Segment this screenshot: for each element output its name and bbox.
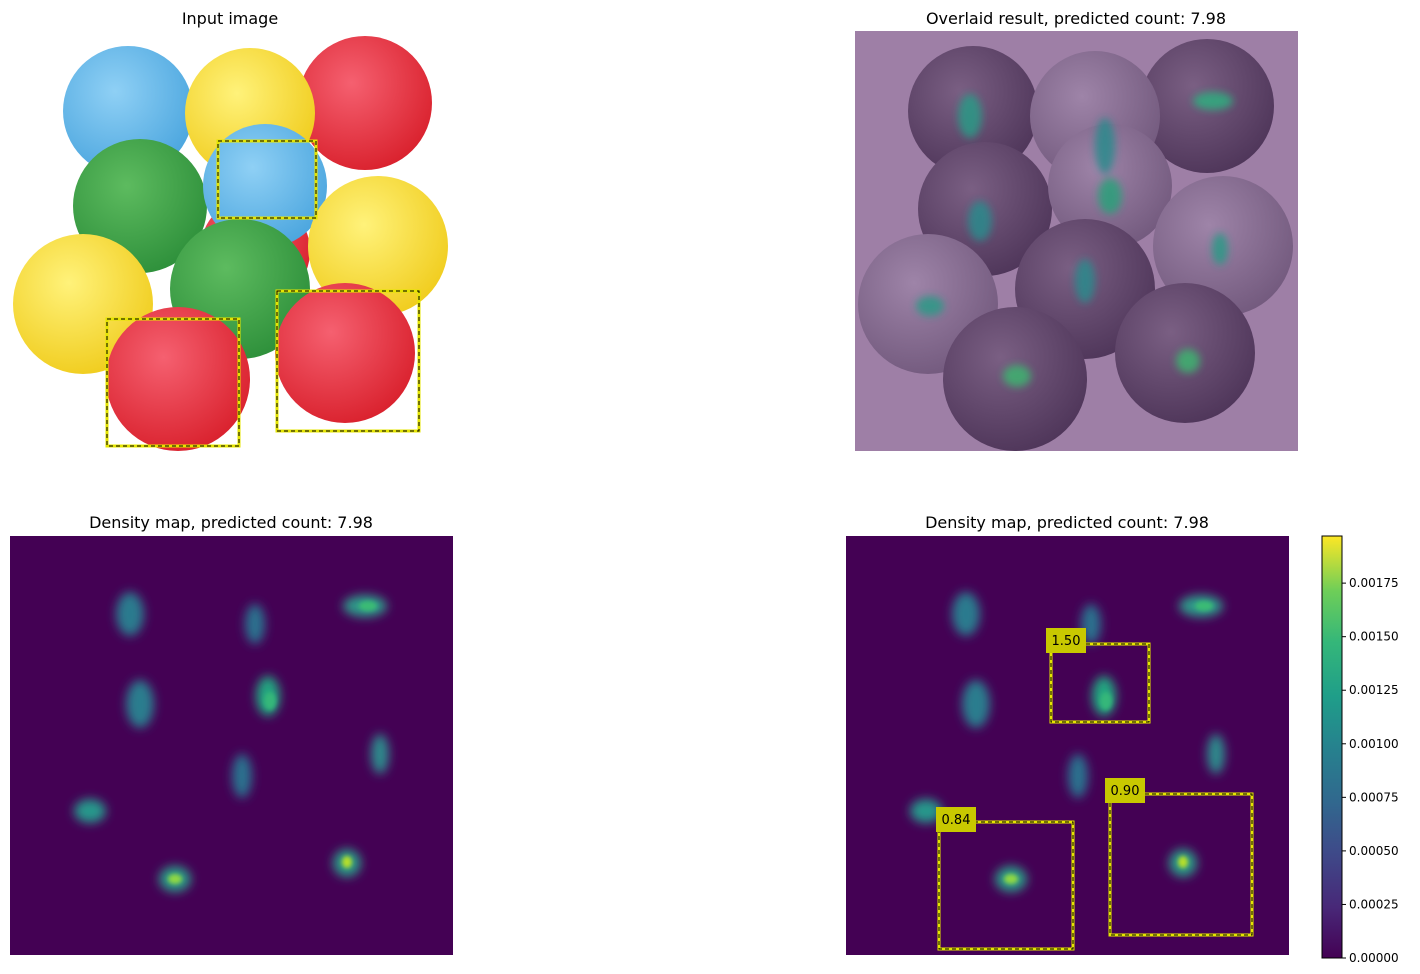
colorbar-tick-label: 0.00175 (1349, 576, 1399, 590)
colorbar-tick-label: 0.00050 (1349, 844, 1399, 858)
ball-red (275, 283, 415, 423)
colorbar-tick-label: 0.00025 (1349, 897, 1399, 911)
input-image-panel (10, 31, 453, 451)
box-label-3: 0.90 (1111, 784, 1140, 799)
exemplar-box (276, 290, 420, 432)
colorbar: 0.00000 0.00025 0.00050 0.00075 0.00100 0.001… (1318, 532, 1418, 966)
exemplar-box (217, 140, 317, 219)
colorbar-tick-label: 0.00100 (1349, 737, 1399, 751)
exemplar-box (106, 318, 240, 447)
overlay-panel (855, 31, 1298, 451)
colorbar-tick-label: 0.00125 (1349, 683, 1399, 697)
colorbar-gradient (1321, 535, 1343, 959)
density-map-boxes-title: Density map, predicted count: 7.98 (925, 513, 1209, 532)
colorbar-tick-label: 0.00000 (1349, 951, 1399, 965)
ball-yellow (308, 176, 448, 316)
ball-yellow (13, 234, 153, 374)
box-label-bg (936, 807, 976, 832)
ball-red (298, 36, 432, 170)
overlay-title: Overlaid result, predicted count: 7.98 (925, 9, 1227, 28)
box-label-bg (1105, 778, 1145, 803)
ball-red (106, 307, 250, 451)
box-label-2: 0.84 (942, 813, 971, 828)
density-map-panel (10, 536, 453, 955)
box-label-1: 1.50 (1052, 634, 1081, 649)
density-map-boxes-panel: 1.50 0.84 0.90 (846, 536, 1289, 955)
colorbar-tick-label: 0.00075 (1349, 790, 1399, 804)
count-box (1109, 793, 1253, 936)
box-label-bg (1046, 628, 1086, 653)
colorbar-tick-label: 0.00150 (1349, 630, 1399, 644)
count-box (938, 821, 1074, 950)
density-map-title: Density map, predicted count: 7.98 (89, 513, 373, 532)
count-box (1050, 643, 1150, 723)
input-image-title: Input image (181, 9, 279, 28)
